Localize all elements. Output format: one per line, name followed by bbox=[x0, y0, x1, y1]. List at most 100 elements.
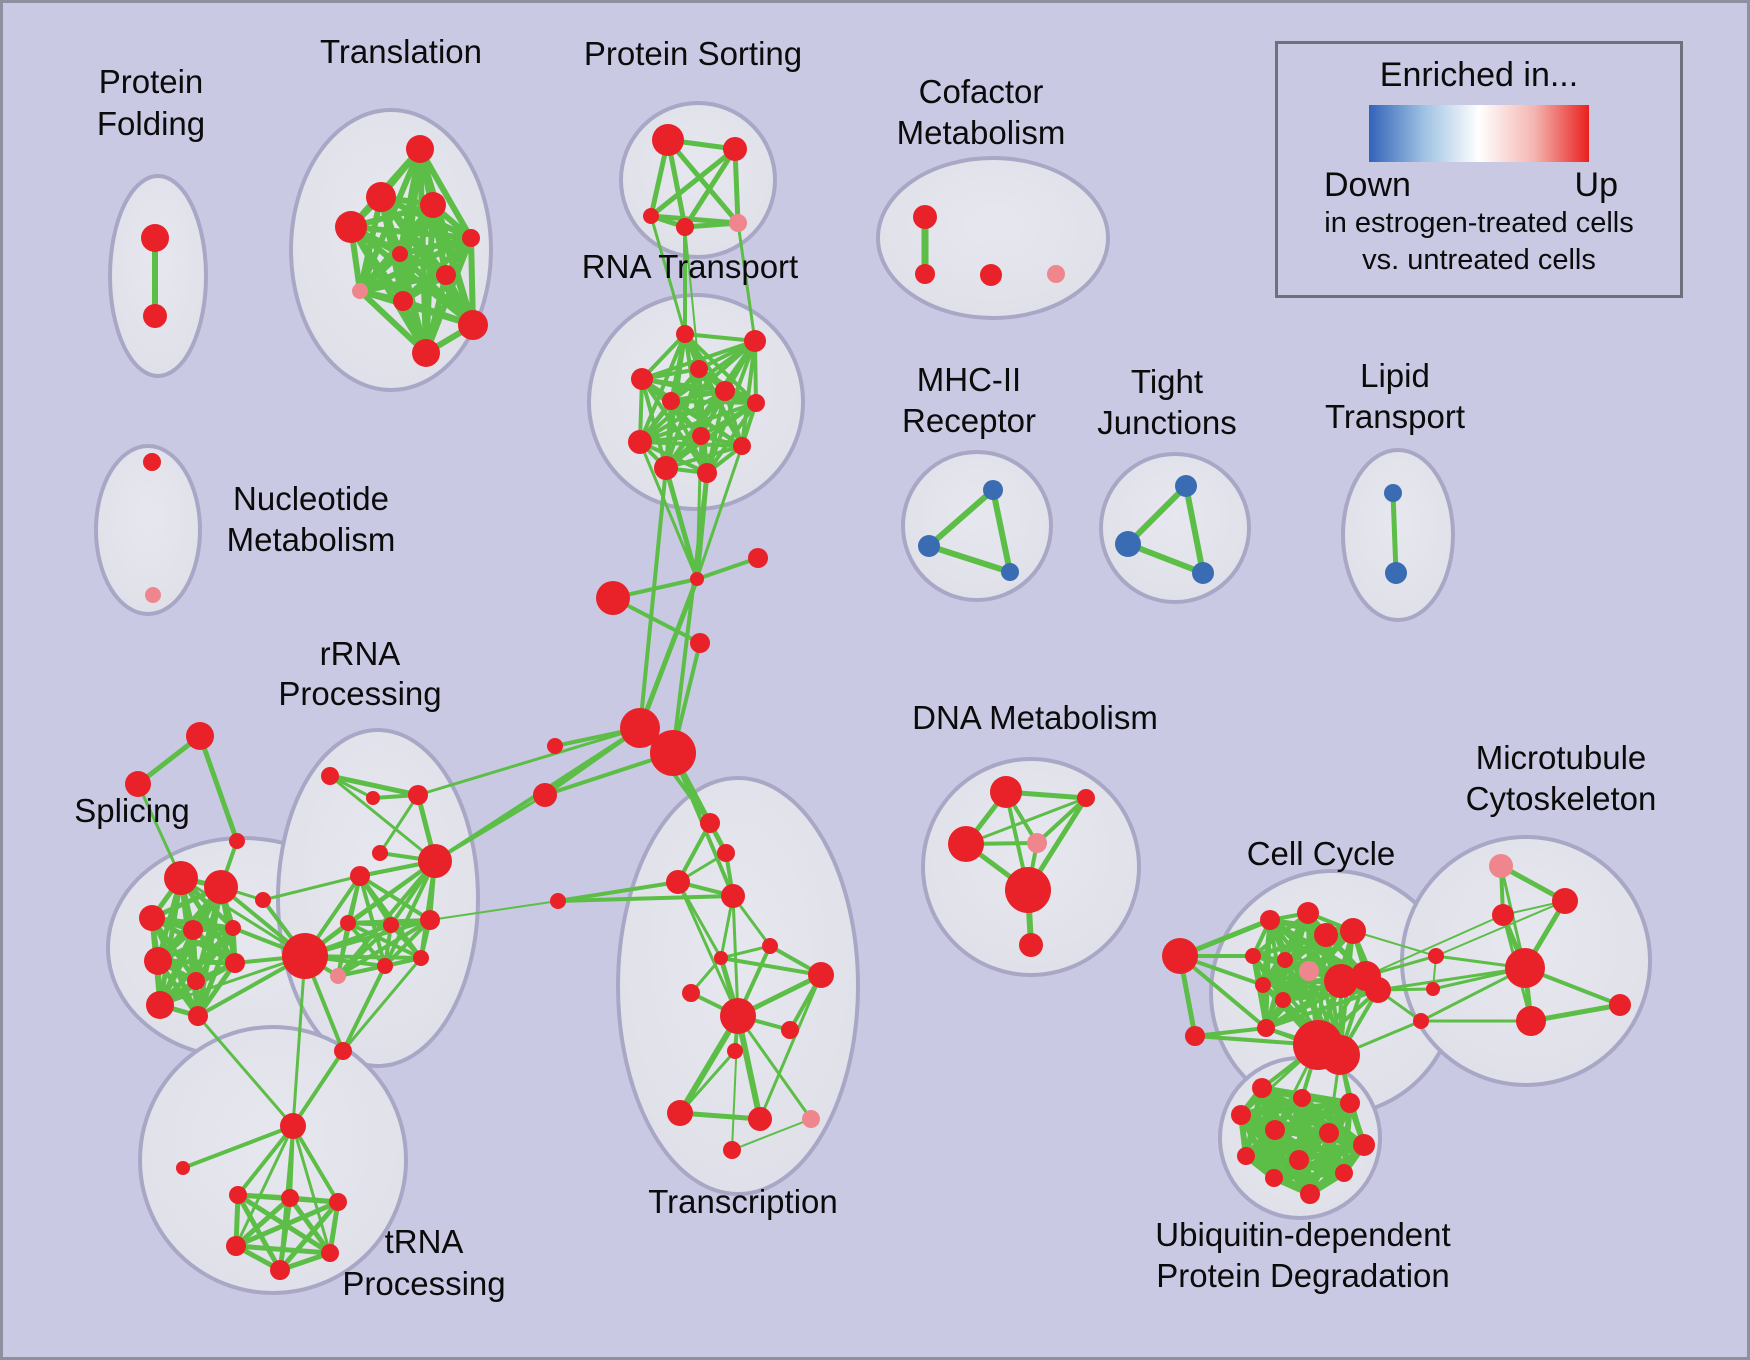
rna-transport-edge bbox=[638, 401, 758, 444]
microtubule-cytoskeleton-node bbox=[1552, 888, 1578, 914]
rna-transport-edge bbox=[640, 339, 757, 381]
rrna-processing-edge bbox=[341, 964, 387, 1053]
translation-node bbox=[412, 339, 440, 367]
cluster-cofactor-metabolism-bubble bbox=[876, 156, 1110, 320]
ubiquitin-degradation-edge bbox=[1271, 1142, 1367, 1181]
inter-cluster-edge bbox=[429, 900, 559, 921]
transcription-edge bbox=[731, 1118, 812, 1151]
trna-processing-node bbox=[321, 1244, 339, 1262]
legend-axis-labels: Down Up bbox=[1278, 166, 1680, 205]
protein-sorting-node bbox=[643, 208, 659, 224]
label-rrna-processing: rRNA bbox=[320, 635, 401, 672]
rrna-processing-node bbox=[383, 917, 399, 933]
lipid-transport-node bbox=[1384, 484, 1402, 502]
dna-metabolism-node bbox=[990, 776, 1022, 808]
cell-cycle-node bbox=[1245, 948, 1261, 964]
rna-transport-node bbox=[744, 330, 766, 352]
connector-node bbox=[620, 708, 660, 748]
lipid-transport-edge bbox=[1390, 490, 1399, 576]
label-nucleotide-metabolism: Metabolism bbox=[227, 521, 396, 558]
label-cofactor-metabolism: Metabolism bbox=[897, 114, 1066, 151]
inter-cluster-edge bbox=[197, 733, 240, 844]
ubiquitin-degradation-edge bbox=[1271, 1170, 1347, 1181]
cell-cycle-node bbox=[1299, 961, 1319, 981]
inter-cluster-edge bbox=[196, 1014, 295, 1128]
transcription-edge bbox=[719, 944, 772, 960]
rna-transport-edge bbox=[705, 401, 758, 475]
label-protein-folding: Folding bbox=[97, 105, 205, 142]
protein-sorting-node bbox=[729, 214, 747, 232]
connector-node bbox=[748, 548, 768, 568]
connector-node bbox=[596, 581, 630, 615]
cell-cycle-node bbox=[1255, 977, 1271, 993]
cell-cycle-node bbox=[1257, 1019, 1275, 1037]
rrna-processing-node bbox=[255, 892, 271, 908]
cofactor-metabolism-node bbox=[1047, 265, 1065, 283]
microtubule-cytoskeleton-node bbox=[1413, 1013, 1429, 1029]
rna-transport-node bbox=[697, 463, 717, 483]
inter-cluster-edge bbox=[736, 221, 757, 343]
dna-metabolism-edge bbox=[1035, 796, 1088, 845]
rna-transport-edge bbox=[664, 401, 758, 470]
connector-node bbox=[125, 771, 151, 797]
label-ubiquitin-degradation: Protein Degradation bbox=[1156, 1257, 1450, 1294]
label-tight-junctions: Tight bbox=[1131, 363, 1203, 400]
inter-cluster-edge bbox=[179, 876, 307, 958]
dna-metabolism-node bbox=[1019, 933, 1043, 957]
cluster-trna-processing-bubble bbox=[138, 1025, 408, 1295]
mhc-ii-receptor-node bbox=[983, 480, 1003, 500]
inter-cluster-edge bbox=[638, 466, 668, 730]
inter-cluster-edge bbox=[637, 576, 700, 731]
cofactor-metabolism-node bbox=[913, 205, 937, 229]
inter-cluster-edge bbox=[136, 782, 183, 880]
label-protein-folding: Protein bbox=[99, 63, 204, 100]
trna-processing-node bbox=[280, 1113, 306, 1139]
splicing-edge bbox=[195, 960, 238, 1019]
transcription-edge bbox=[677, 1110, 763, 1122]
trna-processing-node bbox=[329, 1193, 347, 1211]
transcription-node bbox=[666, 870, 690, 894]
translation-node bbox=[393, 291, 413, 311]
label-ubiquitin-degradation: Ubiquitin-dependent bbox=[1155, 1216, 1450, 1253]
legend-gradient-bar bbox=[1369, 105, 1589, 162]
inter-cluster-edge bbox=[663, 465, 700, 582]
network-canvas: Protein Folding Translation Protein Sorting… bbox=[74, 33, 1656, 1302]
ubiquitin-degradation-node bbox=[1252, 1078, 1272, 1098]
rrna-processing-edge bbox=[378, 793, 420, 855]
translation-node bbox=[458, 310, 488, 340]
rrna-processing-edge bbox=[336, 921, 350, 978]
translation-node bbox=[436, 265, 456, 285]
inter-cluster-edge bbox=[638, 440, 699, 581]
splicing-node bbox=[139, 905, 165, 931]
rrna-processing-edge bbox=[346, 921, 423, 960]
nucleotide-metabolism-node bbox=[143, 453, 161, 471]
cell-cycle-edge bbox=[1193, 1026, 1268, 1038]
rna-transport-edge bbox=[638, 332, 687, 444]
label-splicing: Splicing bbox=[74, 792, 190, 829]
ubiquitin-degradation-node bbox=[1265, 1120, 1285, 1140]
mhc-ii-receptor-edge bbox=[990, 487, 1013, 575]
connector-node bbox=[547, 738, 563, 754]
rrna-processing-node bbox=[377, 958, 393, 974]
cell-cycle-node bbox=[1320, 1035, 1360, 1075]
protein-sorting-node bbox=[676, 218, 694, 236]
cofactor-metabolism-node bbox=[980, 264, 1002, 286]
label-lipid-transport: Transport bbox=[1325, 398, 1465, 435]
translation-edge bbox=[357, 235, 474, 294]
cell-cycle-node bbox=[1275, 992, 1291, 1008]
mhc-ii-receptor-edge bbox=[926, 543, 1013, 575]
transcription-node bbox=[700, 813, 720, 833]
inter-cluster-edge bbox=[671, 471, 709, 755]
label-lipid-transport: Lipid bbox=[1360, 357, 1430, 394]
translation-edge bbox=[357, 288, 429, 356]
ubiquitin-degradation-node bbox=[1265, 1169, 1283, 1187]
translation-node bbox=[462, 229, 480, 247]
splicing-edge bbox=[157, 925, 236, 1008]
cell-cycle-node bbox=[1277, 952, 1293, 968]
rna-transport-edge bbox=[638, 389, 727, 444]
trna-processing-edge bbox=[287, 1195, 333, 1256]
tight-junctions-node bbox=[1115, 531, 1141, 557]
microtubule-cytoskeleton-node bbox=[1505, 948, 1545, 988]
splicing-node bbox=[225, 920, 241, 936]
microtubule-cytoskeleton-edge bbox=[1528, 1002, 1623, 1024]
